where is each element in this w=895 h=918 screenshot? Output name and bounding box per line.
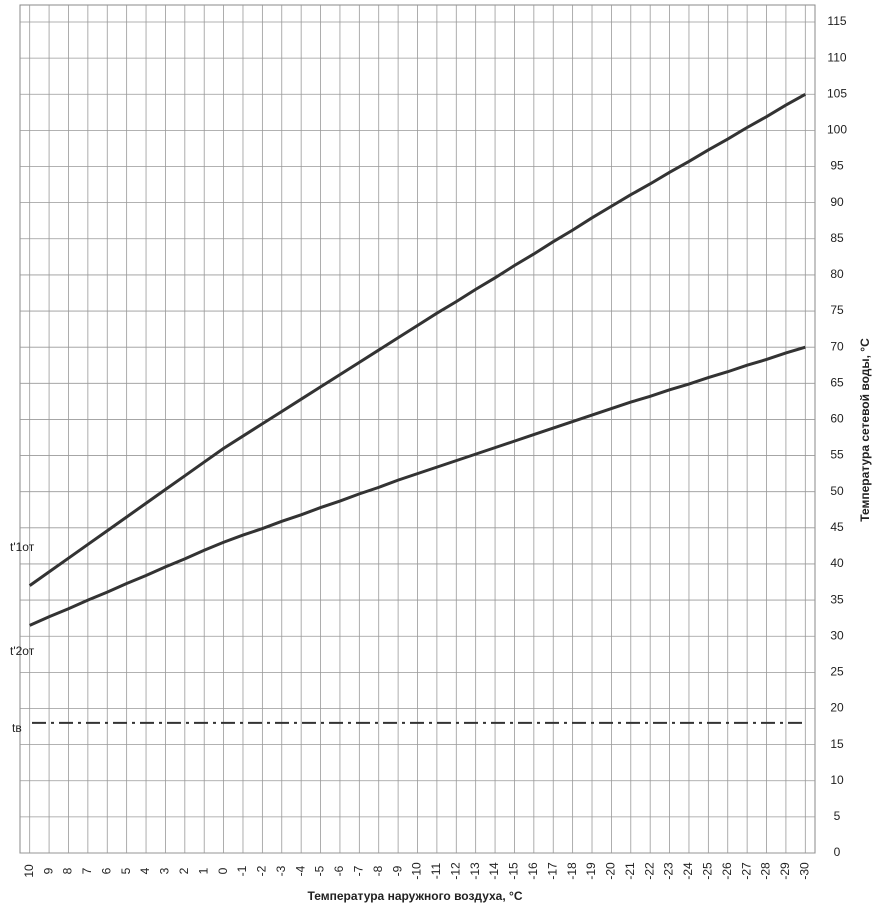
y-tick-label: 65 [830,375,844,389]
x-tick-label: 8 [61,867,75,874]
x-tick-label: 1 [196,867,210,874]
x-tick-label: 0 [216,867,230,874]
x-tick-label: -30 [797,862,811,880]
y-tick-label: 60 [830,412,844,426]
x-tick-label: -10 [410,862,424,880]
y-tick-label: 75 [830,303,844,317]
x-tick-label: -11 [429,862,443,879]
y-tick-label: 20 [830,701,844,715]
y-tick-label: 30 [830,628,844,642]
y-tick-label: 25 [830,665,844,679]
x-tick-label: 6 [99,867,113,874]
x-tick-label: -16 [526,862,540,880]
y-tick-label: 0 [834,845,841,859]
y-axis-title: Температура сетевой воды, °С [858,338,872,522]
y-tick-label: 70 [830,339,844,353]
y-tick-label: 40 [830,556,844,570]
x-tick-label: 2 [177,867,191,874]
reference-label: tв [12,721,22,735]
x-tick-label: -3 [274,865,288,876]
y-tick-label: 50 [830,484,844,498]
y-tick-label: 105 [827,86,847,100]
y-tick-label: 90 [830,195,844,209]
x-tick-label: -13 [468,862,482,880]
y-tick-label: 80 [830,267,844,281]
x-tick-label: -5 [313,865,327,876]
series-label: t'1от [10,540,35,554]
x-tick-label: -29 [778,862,792,880]
x-tick-label: -9 [390,865,404,876]
x-tick-label: -18 [565,862,579,880]
x-tick-label: -21 [623,862,637,880]
x-tick-label: -17 [545,862,559,880]
x-tick-label: -15 [507,862,521,880]
x-tick-label: 7 [80,867,94,874]
series-line [29,345,806,627]
x-tick-label: -8 [371,865,385,876]
series-label: t'2от [10,644,35,658]
x-tick-label: -27 [739,862,753,880]
x-tick-label: -26 [720,862,734,880]
x-tick-label: 10 [22,864,36,878]
x-tick-label: -6 [332,865,346,876]
x-tick-label: -23 [662,862,676,880]
y-tick-label: 100 [827,123,847,137]
x-tick-label: -4 [293,865,307,876]
x-tick-label: -22 [642,862,656,880]
y-tick-label: 115 [827,14,846,28]
x-tick-label: -14 [487,862,501,880]
x-tick-label: -1 [235,865,249,876]
y-tick-label: 45 [830,520,844,534]
x-tick-label: -24 [681,862,695,880]
x-tick-label: 9 [41,867,55,874]
y-tick-label: 95 [830,159,844,173]
x-axis-title: Температура наружного воздуха, °С [307,889,522,903]
x-tick-label: -19 [584,862,598,880]
x-tick-label: -25 [701,862,715,880]
x-tick-label: -7 [352,865,366,876]
y-tick-label: 85 [830,231,844,245]
y-tick-label: 110 [827,50,846,64]
x-tick-label: 4 [138,867,152,874]
x-tick-label: -12 [448,862,462,880]
x-tick-label: 3 [158,867,172,874]
y-tick-label: 35 [830,592,844,606]
x-tick-label: -28 [759,862,773,880]
x-tick-label: -2 [255,865,269,876]
y-tick-label: 15 [830,737,844,751]
y-tick-label: 10 [830,773,844,787]
series-line [28,92,807,587]
x-tick-label: 5 [119,867,133,874]
y-tick-label: 5 [834,809,841,823]
x-tick-label: -20 [604,862,618,880]
y-tick-label: 55 [830,448,844,462]
